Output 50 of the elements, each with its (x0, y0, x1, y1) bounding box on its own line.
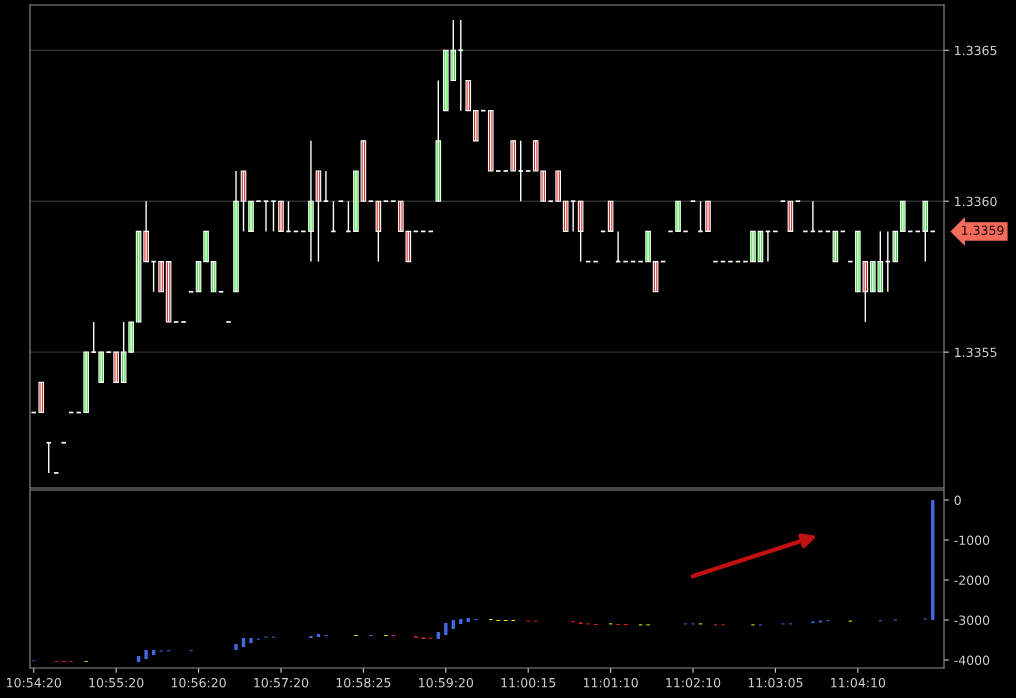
bar (466, 618, 470, 622)
x-tick-label: 11:02:10 (666, 677, 721, 688)
candlestick (203, 230, 209, 263)
y-tick-label: -4000 (954, 655, 990, 665)
candlestick (465, 79, 472, 112)
bar (249, 638, 253, 643)
x-tick-label: 10:54:20 (7, 677, 61, 688)
bar (316, 634, 321, 637)
x-tick-label: 10:56:20 (171, 677, 226, 688)
candlestick (517, 140, 524, 202)
bar (444, 623, 448, 635)
candlestick (607, 200, 614, 233)
candlestick (487, 109, 494, 172)
bar (234, 644, 238, 650)
bar (451, 620, 455, 629)
x-tick-label: 10:57:20 (254, 677, 309, 688)
candlestick (510, 140, 517, 172)
candlestick (83, 351, 89, 414)
x-tick-label: 10:58:25 (336, 677, 391, 688)
y-tick-label: 1.3360 (955, 196, 997, 207)
x-tick-label: 10:55:20 (89, 677, 144, 688)
x-tick-label: 11:01:10 (583, 677, 638, 688)
x-tick-label: 10:59:20 (419, 677, 474, 688)
candlestick (757, 230, 764, 263)
candlestick (832, 230, 839, 263)
y-tick-label: 0 (954, 495, 961, 505)
x-tick-label: 11:00:15 (501, 677, 556, 688)
candlestick (270, 200, 277, 233)
y-tick-label: -2000 (954, 575, 990, 585)
candlestick (472, 109, 479, 142)
candlestick (435, 79, 442, 202)
candlestick (45, 441, 52, 474)
candlestick (38, 381, 45, 414)
bar (241, 638, 246, 647)
candlestick (562, 200, 569, 233)
candlestick (90, 321, 97, 353)
bar (136, 656, 141, 662)
y-tick-label: -1000 (954, 535, 990, 545)
candlestick (555, 170, 561, 202)
y-tick-label: -3000 (954, 615, 990, 625)
x-tick-label: 11:04:10 (831, 677, 886, 688)
bar (144, 650, 148, 659)
text: 1.3359 (962, 225, 1004, 236)
y-tick-label: 1.3355 (955, 347, 997, 358)
candlestick (892, 230, 899, 263)
y-tick-label: 1.3365 (955, 45, 997, 56)
x-tick-label: 11:03:05 (748, 677, 803, 688)
candlestick (899, 200, 906, 233)
candlestick (645, 230, 651, 263)
candlestick (750, 230, 756, 263)
